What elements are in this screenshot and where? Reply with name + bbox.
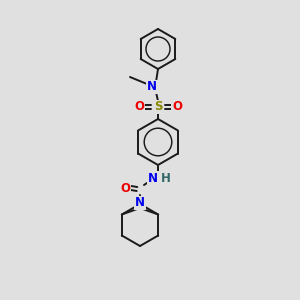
Text: N: N [135, 196, 145, 209]
Text: H: H [161, 172, 171, 184]
Text: N: N [147, 80, 157, 94]
Text: N: N [135, 196, 145, 209]
Text: S: S [154, 100, 162, 113]
Text: O: O [134, 100, 144, 113]
Text: O: O [120, 182, 130, 194]
Text: N: N [148, 172, 158, 184]
Text: O: O [172, 100, 182, 113]
